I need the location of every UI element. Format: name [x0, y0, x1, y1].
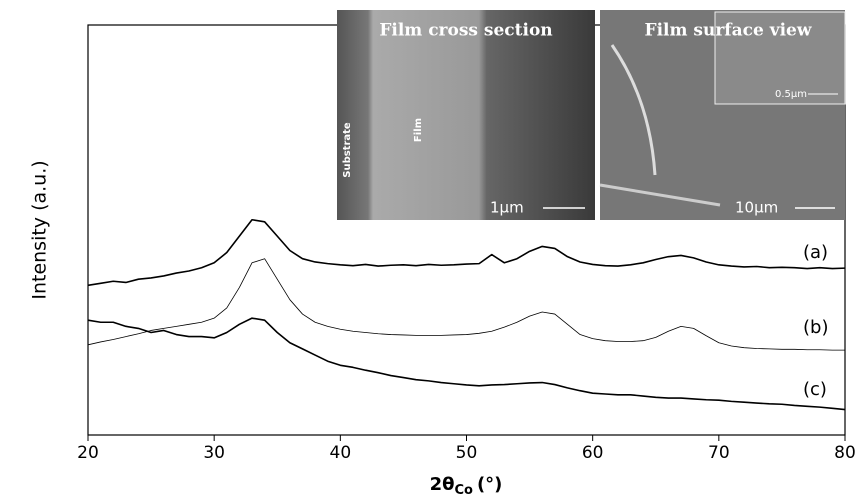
inset-surface-view: Film surface view 0.5μm 10μm	[600, 10, 845, 220]
x-tick-label: 50	[456, 443, 478, 463]
scale-bar-label: 0.5μm	[775, 89, 807, 100]
y-axis-label: Intensity (a.u.)	[29, 160, 51, 299]
series-label: (a)	[803, 242, 828, 263]
x-tick-label: 30	[203, 443, 225, 463]
inset-title: Film surface view	[645, 21, 812, 41]
scale-bar-label: 1μm	[490, 199, 524, 217]
inset-cross-section: Film cross section Substrate Film 1μm	[337, 10, 595, 220]
series-label: (b)	[803, 317, 828, 338]
series-line	[88, 220, 845, 286]
inset-label: Film	[413, 118, 424, 142]
inset-label: Substrate	[342, 122, 353, 178]
x-label-sub: Co	[454, 483, 473, 498]
x-axis-label: 2θCo (°)	[430, 474, 503, 498]
chart: Film cross section Substrate Film 1μm Fi…	[0, 0, 859, 500]
x-label-unit: (°)	[477, 474, 502, 495]
series-line	[88, 318, 845, 409]
scale-bar-label: 10μm	[735, 199, 778, 217]
x-tick-label: 80	[834, 443, 856, 463]
inset-title: Film cross section	[379, 21, 552, 41]
x-tick-label: 70	[708, 443, 730, 463]
x-tick-label: 60	[582, 443, 604, 463]
series-label: (c)	[803, 379, 827, 400]
x-tick-label: 20	[77, 443, 99, 463]
x-tick-label: 40	[330, 443, 352, 463]
sem-image	[337, 10, 595, 220]
x-label-main: 2θ	[430, 474, 455, 495]
